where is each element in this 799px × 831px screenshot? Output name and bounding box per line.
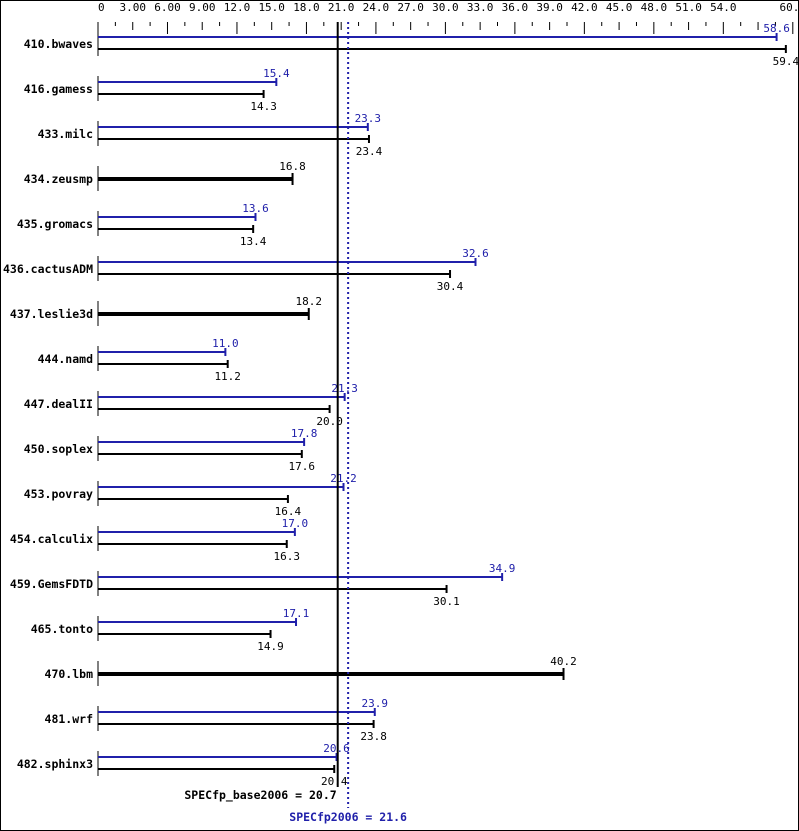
base-value-label: 20.0 — [316, 415, 343, 428]
axis-tick-label: 3.00 — [119, 1, 146, 14]
base-value-label: 23.4 — [356, 145, 383, 158]
base-value-label: 14.3 — [250, 100, 277, 113]
axis-tick-label: 15.0 — [258, 1, 285, 14]
peak-value-label: 21.2 — [330, 472, 357, 485]
peak-value-label: 17.1 — [283, 607, 310, 620]
base-value-label: 30.1 — [433, 595, 460, 608]
peak-value-label: 34.9 — [489, 562, 516, 575]
axis-tick-label: 18.0 — [293, 1, 320, 14]
base-value-label: 20.4 — [321, 775, 348, 788]
base-value-label: 30.4 — [437, 280, 464, 293]
benchmark-label: 447.dealII — [24, 397, 93, 411]
base-value-label: 40.2 — [550, 655, 577, 668]
peak-reference-label: SPECfp2006 = 21.6 — [289, 810, 407, 824]
benchmark-label: 434.zeusmp — [24, 172, 93, 186]
base-value-label: 14.9 — [257, 640, 284, 653]
benchmark-label: 444.namd — [38, 352, 93, 366]
base-value-label: 59.4 — [773, 55, 799, 68]
benchmark-label: 416.gamess — [24, 82, 93, 96]
benchmark-label: 454.calculix — [10, 532, 93, 546]
peak-value-label: 15.4 — [263, 67, 290, 80]
benchmark-label: 410.bwaves — [24, 37, 93, 51]
axis-tick-label: 30.0 — [432, 1, 459, 14]
base-value-label: 16.3 — [274, 550, 301, 563]
base-value-label: 13.4 — [240, 235, 267, 248]
axis-tick-label: 0 — [98, 1, 105, 14]
peak-value-label: 58.6 — [763, 22, 790, 35]
axis-tick-label: 51.0 — [675, 1, 702, 14]
axis-tick-label: 60.0 — [780, 1, 799, 14]
benchmark-label: 435.gromacs — [17, 217, 93, 231]
axis-tick-label: 33.0 — [467, 1, 494, 14]
axis-tick-label: 48.0 — [641, 1, 668, 14]
peak-value-label: 11.0 — [212, 337, 239, 350]
benchmark-label: 433.milc — [38, 127, 93, 141]
axis-tick-label: 27.0 — [397, 1, 424, 14]
axis-tick-label: 24.0 — [363, 1, 390, 14]
axis-tick-label: 36.0 — [502, 1, 529, 14]
benchmark-label: 436.cactusADM — [3, 262, 93, 276]
axis-tick-label: 21.0 — [328, 1, 355, 14]
base-value-label: 11.2 — [214, 370, 241, 383]
peak-value-label: 32.6 — [462, 247, 489, 260]
peak-value-label: 23.3 — [355, 112, 382, 125]
axis-tick-label: 54.0 — [710, 1, 737, 14]
base-reference-label: SPECfp_base2006 = 20.7 — [184, 788, 336, 803]
benchmark-label: 459.GemsFDTD — [10, 577, 93, 591]
peak-value-label: 20.6 — [323, 742, 350, 755]
benchmark-label: 481.wrf — [45, 712, 94, 726]
base-value-label: 16.8 — [279, 160, 306, 173]
benchmark-label: 437.leslie3d — [10, 307, 93, 321]
peak-value-label: 17.0 — [282, 517, 309, 530]
benchmark-label: 465.tonto — [31, 622, 93, 636]
axis-tick-label: 45.0 — [606, 1, 633, 14]
benchmark-label: 482.sphinx3 — [17, 757, 93, 771]
base-value-label: 18.2 — [296, 295, 323, 308]
axis-tick-label: 6.00 — [154, 1, 181, 14]
axis-tick-label: 12.0 — [224, 1, 251, 14]
benchmark-label: 453.povray — [24, 487, 93, 501]
peak-value-label: 17.8 — [291, 427, 318, 440]
axis-tick-label: 42.0 — [571, 1, 598, 14]
peak-value-label: 21.3 — [331, 382, 358, 395]
peak-value-label: 13.6 — [242, 202, 269, 215]
base-value-label: 16.4 — [275, 505, 302, 518]
benchmark-label: 470.lbm — [45, 667, 94, 681]
peak-value-label: 23.9 — [362, 697, 389, 710]
base-value-label: 23.8 — [360, 730, 387, 743]
base-value-label: 17.6 — [289, 460, 316, 473]
benchmark-label: 450.soplex — [24, 442, 93, 456]
axis-tick-label: 39.0 — [536, 1, 563, 14]
axis-tick-label: 9.00 — [189, 1, 216, 14]
